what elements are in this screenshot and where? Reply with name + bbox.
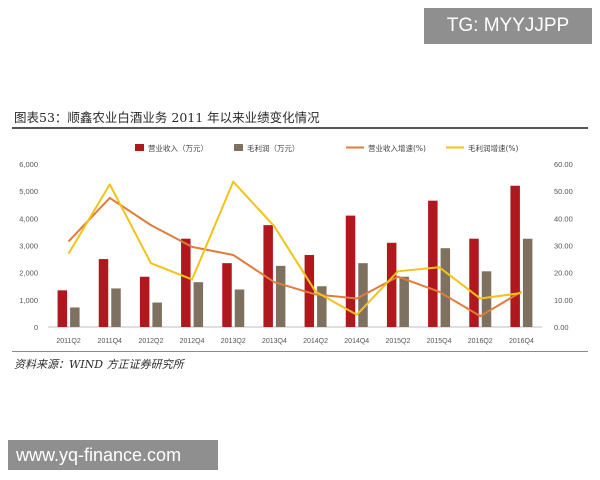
left-axis-tick-label: 0 (34, 323, 38, 332)
x-axis-tick-label: 2012Q2 (138, 338, 163, 345)
bar-revenue (304, 255, 315, 327)
x-axis-tick-label: 2013Q4 (262, 338, 287, 345)
x-axis-tick-label: 2016Q2 (468, 338, 493, 345)
left-axis-tick-label: 5,000 (19, 187, 38, 196)
legend-label: 毛利润（万元） (247, 143, 300, 153)
bar-revenue (510, 185, 520, 327)
bar-revenue (98, 259, 109, 327)
bar-gross-profit (70, 307, 80, 327)
right-axis-tick-label: 0.00 (554, 323, 569, 332)
x-axis-tick-label: 2013Q2 (221, 338, 246, 345)
bar-gross-profit (234, 289, 245, 327)
legend-label: 营业收入（万元） (148, 143, 208, 153)
right-axis-tick-label: 30.00 (554, 242, 573, 251)
bar-revenue (263, 225, 273, 327)
x-axis-tick-label: 2014Q4 (344, 338, 369, 345)
left-axis-tick-label: 1,000 (19, 296, 38, 305)
bar-gross-profit (193, 282, 204, 327)
left-axis-tick-label: 2,000 (19, 269, 38, 278)
bar-gross-profit (399, 276, 409, 327)
watermark-bottom: www.yq-finance.com (8, 440, 218, 470)
bar-revenue (57, 290, 68, 327)
x-axis-tick-label: 2015Q2 (385, 338, 410, 345)
bar-revenue (181, 238, 191, 327)
right-axis-tick-label: 60.00 (554, 160, 573, 169)
right-axis-tick-label: 40.00 (554, 214, 573, 223)
left-axis-tick-label: 6,000 (19, 160, 38, 169)
left-axis-tick-label: 4,000 (19, 214, 38, 223)
bar-gross-profit (317, 286, 327, 327)
bar-gross-profit (522, 238, 533, 327)
left-axis-tick-label: 3,000 (19, 242, 38, 251)
x-axis-tick-label: 2012Q4 (180, 338, 205, 345)
bar-revenue (428, 200, 438, 327)
right-axis-tick-label: 50.00 (554, 187, 573, 196)
line-gross-profit-growth (67, 180, 522, 316)
bar-revenue (386, 242, 397, 327)
legend-swatch (234, 144, 243, 151)
line-revenue-growth (67, 196, 522, 318)
bar-gross-profit (111, 288, 121, 327)
right-axis-tick-label: 20.00 (554, 269, 573, 278)
legend-swatch (135, 144, 144, 151)
figure-title: 图表53：顺鑫农业白酒业务 2011 年以来业绩变化情况 (14, 110, 320, 125)
bar-revenue (469, 238, 479, 327)
x-axis-tick-label: 2011Q4 (98, 338, 122, 345)
bar-gross-profit (152, 302, 162, 327)
source-note: 资料来源：WIND 方正证券研究所 (14, 358, 184, 371)
source-rule (12, 351, 588, 352)
x-axis-tick-label: 2016Q4 (509, 338, 534, 345)
watermark-top: TG: MYYJJPP (424, 8, 592, 44)
x-axis-tick-label: 2011Q2 (56, 338, 80, 345)
x-axis-tick-label: 2015Q4 (427, 338, 452, 345)
bar-revenue (345, 215, 356, 327)
bar-revenue (222, 263, 232, 327)
bar-revenue (139, 276, 150, 327)
right-axis-tick-label: 10.00 (554, 296, 573, 305)
legend-label: 毛利润增速(%) (468, 143, 519, 153)
bar-gross-profit (481, 271, 492, 327)
bar-gross-profit (440, 248, 451, 327)
bar-gross-profit (275, 265, 286, 327)
title-rule (12, 127, 588, 129)
legend-label: 营业收入增速(%) (368, 143, 426, 153)
x-axis-tick-label: 2014Q2 (303, 338, 328, 345)
